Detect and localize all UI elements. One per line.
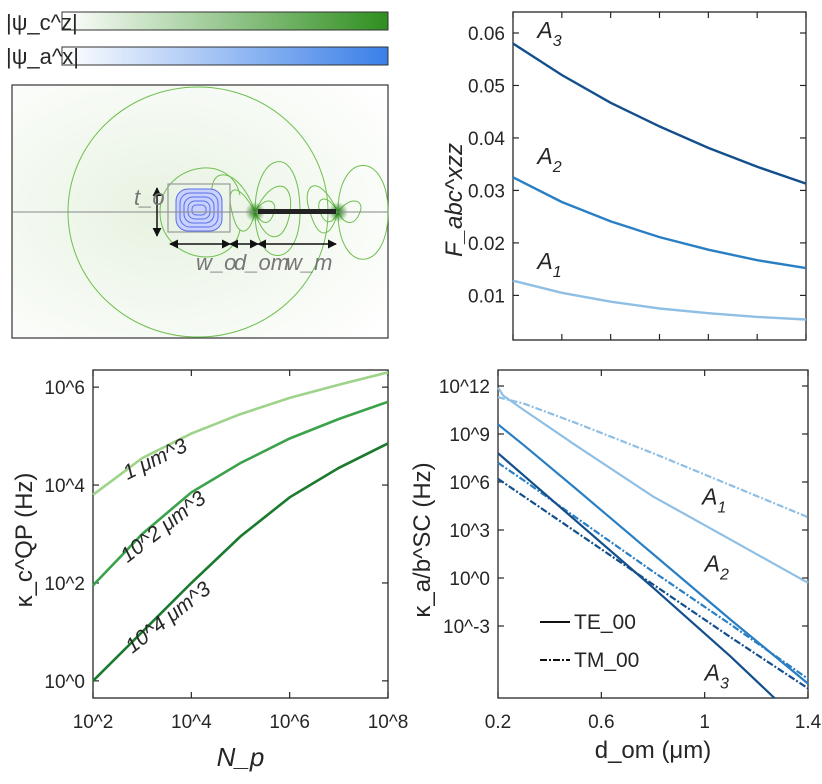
series-line — [497, 396, 809, 519]
legend-label-te: TE_00 — [574, 611, 636, 634]
y-tick-label: 0.04 — [468, 129, 505, 150]
series-label: A3 — [703, 659, 729, 692]
series-line — [92, 371, 389, 496]
series-line — [497, 461, 809, 680]
y-tick-label: 10^12 — [439, 377, 490, 398]
x-tick-label: 10^2 — [73, 712, 114, 733]
optical-mode — [175, 188, 223, 232]
y-axis-label: κ_a/b^SC (Hz) — [409, 462, 436, 617]
series-label: 1 μm^3 — [120, 434, 192, 485]
series-label: A2 — [703, 551, 729, 584]
series-line — [497, 387, 809, 584]
legend-label-tm: TM_00 — [574, 649, 639, 672]
series-line — [512, 42, 807, 185]
x-tick-label: 0.6 — [588, 712, 614, 733]
dim-w-label: w_o — [196, 250, 236, 275]
series-line — [92, 400, 389, 587]
y-axis-label: κ_c^QP (Hz) — [11, 473, 38, 608]
y-tick-label: 10^0 — [44, 672, 85, 693]
series-line — [497, 477, 809, 690]
colorbar-green-label: |ψ_c^z| — [6, 10, 78, 35]
series-label: A2 — [535, 143, 561, 176]
chart-kappa-QP: 10^2 10^4 10^6 10^810^010^210^410^61 μm^310… — [11, 369, 409, 772]
x-axis-label: d_om (μm) — [595, 737, 712, 764]
x-tick-label: 10^8 — [368, 712, 409, 733]
y-tick-label: 0.01 — [468, 286, 505, 307]
panel-mode-profile: |ψ_c^z| |ψ_a^x| — [6, 10, 389, 339]
y-tick-label: 0.02 — [468, 234, 505, 255]
dim-t-label: t_o — [134, 185, 165, 210]
colorbar-blue-label: |ψ_a^x| — [6, 44, 79, 69]
dim-wm-label: w_m — [286, 250, 332, 275]
metal-electrode — [258, 209, 336, 214]
y-tick-label: 10^0 — [449, 569, 490, 590]
dim-d-label: d_om — [234, 250, 289, 275]
series-label: 10^2 μm^3 — [116, 487, 210, 568]
y-tick-label: 10^4 — [44, 476, 85, 497]
chart-F-abc: 0.01 0.02 0.03 0.04 0.05 0.06 A3 A2 A1 F_abc^xzz — [441, 11, 807, 341]
x-tick-label: 10^4 — [171, 712, 212, 733]
y-tick-label: 10^3 — [449, 521, 490, 542]
series-line — [497, 423, 809, 685]
y-tick-label: 10^-3 — [443, 617, 490, 638]
series-label: A1 — [535, 248, 561, 281]
y-axis-label: F_abc^xzz — [441, 143, 468, 257]
plot-frame — [92, 369, 389, 699]
series-line — [512, 279, 807, 321]
y-tick-label: 0.03 — [468, 181, 505, 202]
series-label: A1 — [700, 483, 726, 516]
waveguide-outline — [167, 183, 231, 233]
x-tick-label: 0.2 — [485, 712, 511, 733]
series-label: A3 — [535, 17, 561, 50]
x-tick-label: 10^6 — [269, 712, 310, 733]
y-tick-label: 0.05 — [468, 76, 505, 97]
y-tick-label: 10^6 — [44, 378, 85, 399]
x-tick-label: 1.4 — [795, 712, 822, 733]
y-tick-label: 10^2 — [44, 574, 85, 595]
colorbar-blue — [61, 46, 389, 66]
y-tick-label: 10^6 — [449, 473, 490, 494]
plot-frame — [497, 369, 809, 699]
series-line — [497, 452, 776, 699]
series-label: 10^4 μm^3 — [121, 577, 215, 658]
x-axis-label: N_p — [217, 742, 265, 772]
y-tick-label: 0.06 — [468, 24, 505, 45]
series-line — [92, 442, 389, 682]
colorbar-green — [61, 11, 389, 31]
series-line — [512, 176, 807, 270]
y-tick-label: 10^9 — [449, 425, 490, 446]
x-tick-label: 1 — [699, 712, 710, 733]
chart-kappa-SC: 0.2 0.6 1 1.4 10^12 10^9 10^6 10^3 10^0 10^-3 A1 A2… — [409, 369, 822, 764]
